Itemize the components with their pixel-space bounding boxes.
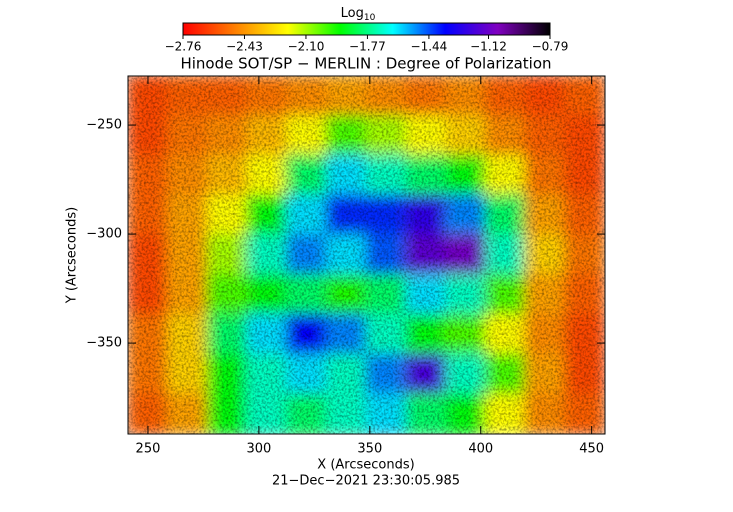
colorbar-tick-label: −0.79: [532, 40, 569, 54]
footer: 21−Dec−2021 23:30:05.985: [272, 474, 460, 489]
y-tick-label: −350: [86, 336, 122, 351]
colorbar-tick-label: −2.76: [165, 40, 202, 54]
y-tick-label: −300: [86, 227, 122, 242]
heatmap: [128, 76, 605, 434]
x-tick-label: 450: [579, 442, 604, 457]
colorbar-tick-label: −1.12: [470, 40, 507, 54]
x-tick-label: 350: [357, 442, 382, 457]
x-tick-label: 300: [246, 442, 271, 457]
colorbar-tick-label: −2.43: [226, 40, 263, 54]
y-tick-label: −250: [86, 118, 122, 133]
colorbar-title: Log10: [341, 6, 376, 23]
colorbar-tick-label: −1.44: [411, 40, 448, 54]
texture: [128, 76, 605, 434]
x-tick-label: 250: [136, 442, 161, 457]
x-tick-label: 400: [468, 442, 493, 457]
colorbar-tick-label: −1.77: [349, 40, 386, 54]
y-axis-label: Y (Arcseconds): [65, 207, 80, 304]
plot-frame: [127, 75, 606, 435]
colorbar: [182, 22, 551, 36]
colorbar-title-subscript: 10: [364, 13, 376, 23]
colorbar-tick-label: −2.10: [288, 40, 325, 54]
x-axis-label: X (Arcseconds): [317, 458, 414, 473]
colorbar-title-text: Log: [341, 6, 364, 21]
chart-title: Hinode SOT/SP − MERLIN : Degree of Polar…: [180, 55, 551, 73]
